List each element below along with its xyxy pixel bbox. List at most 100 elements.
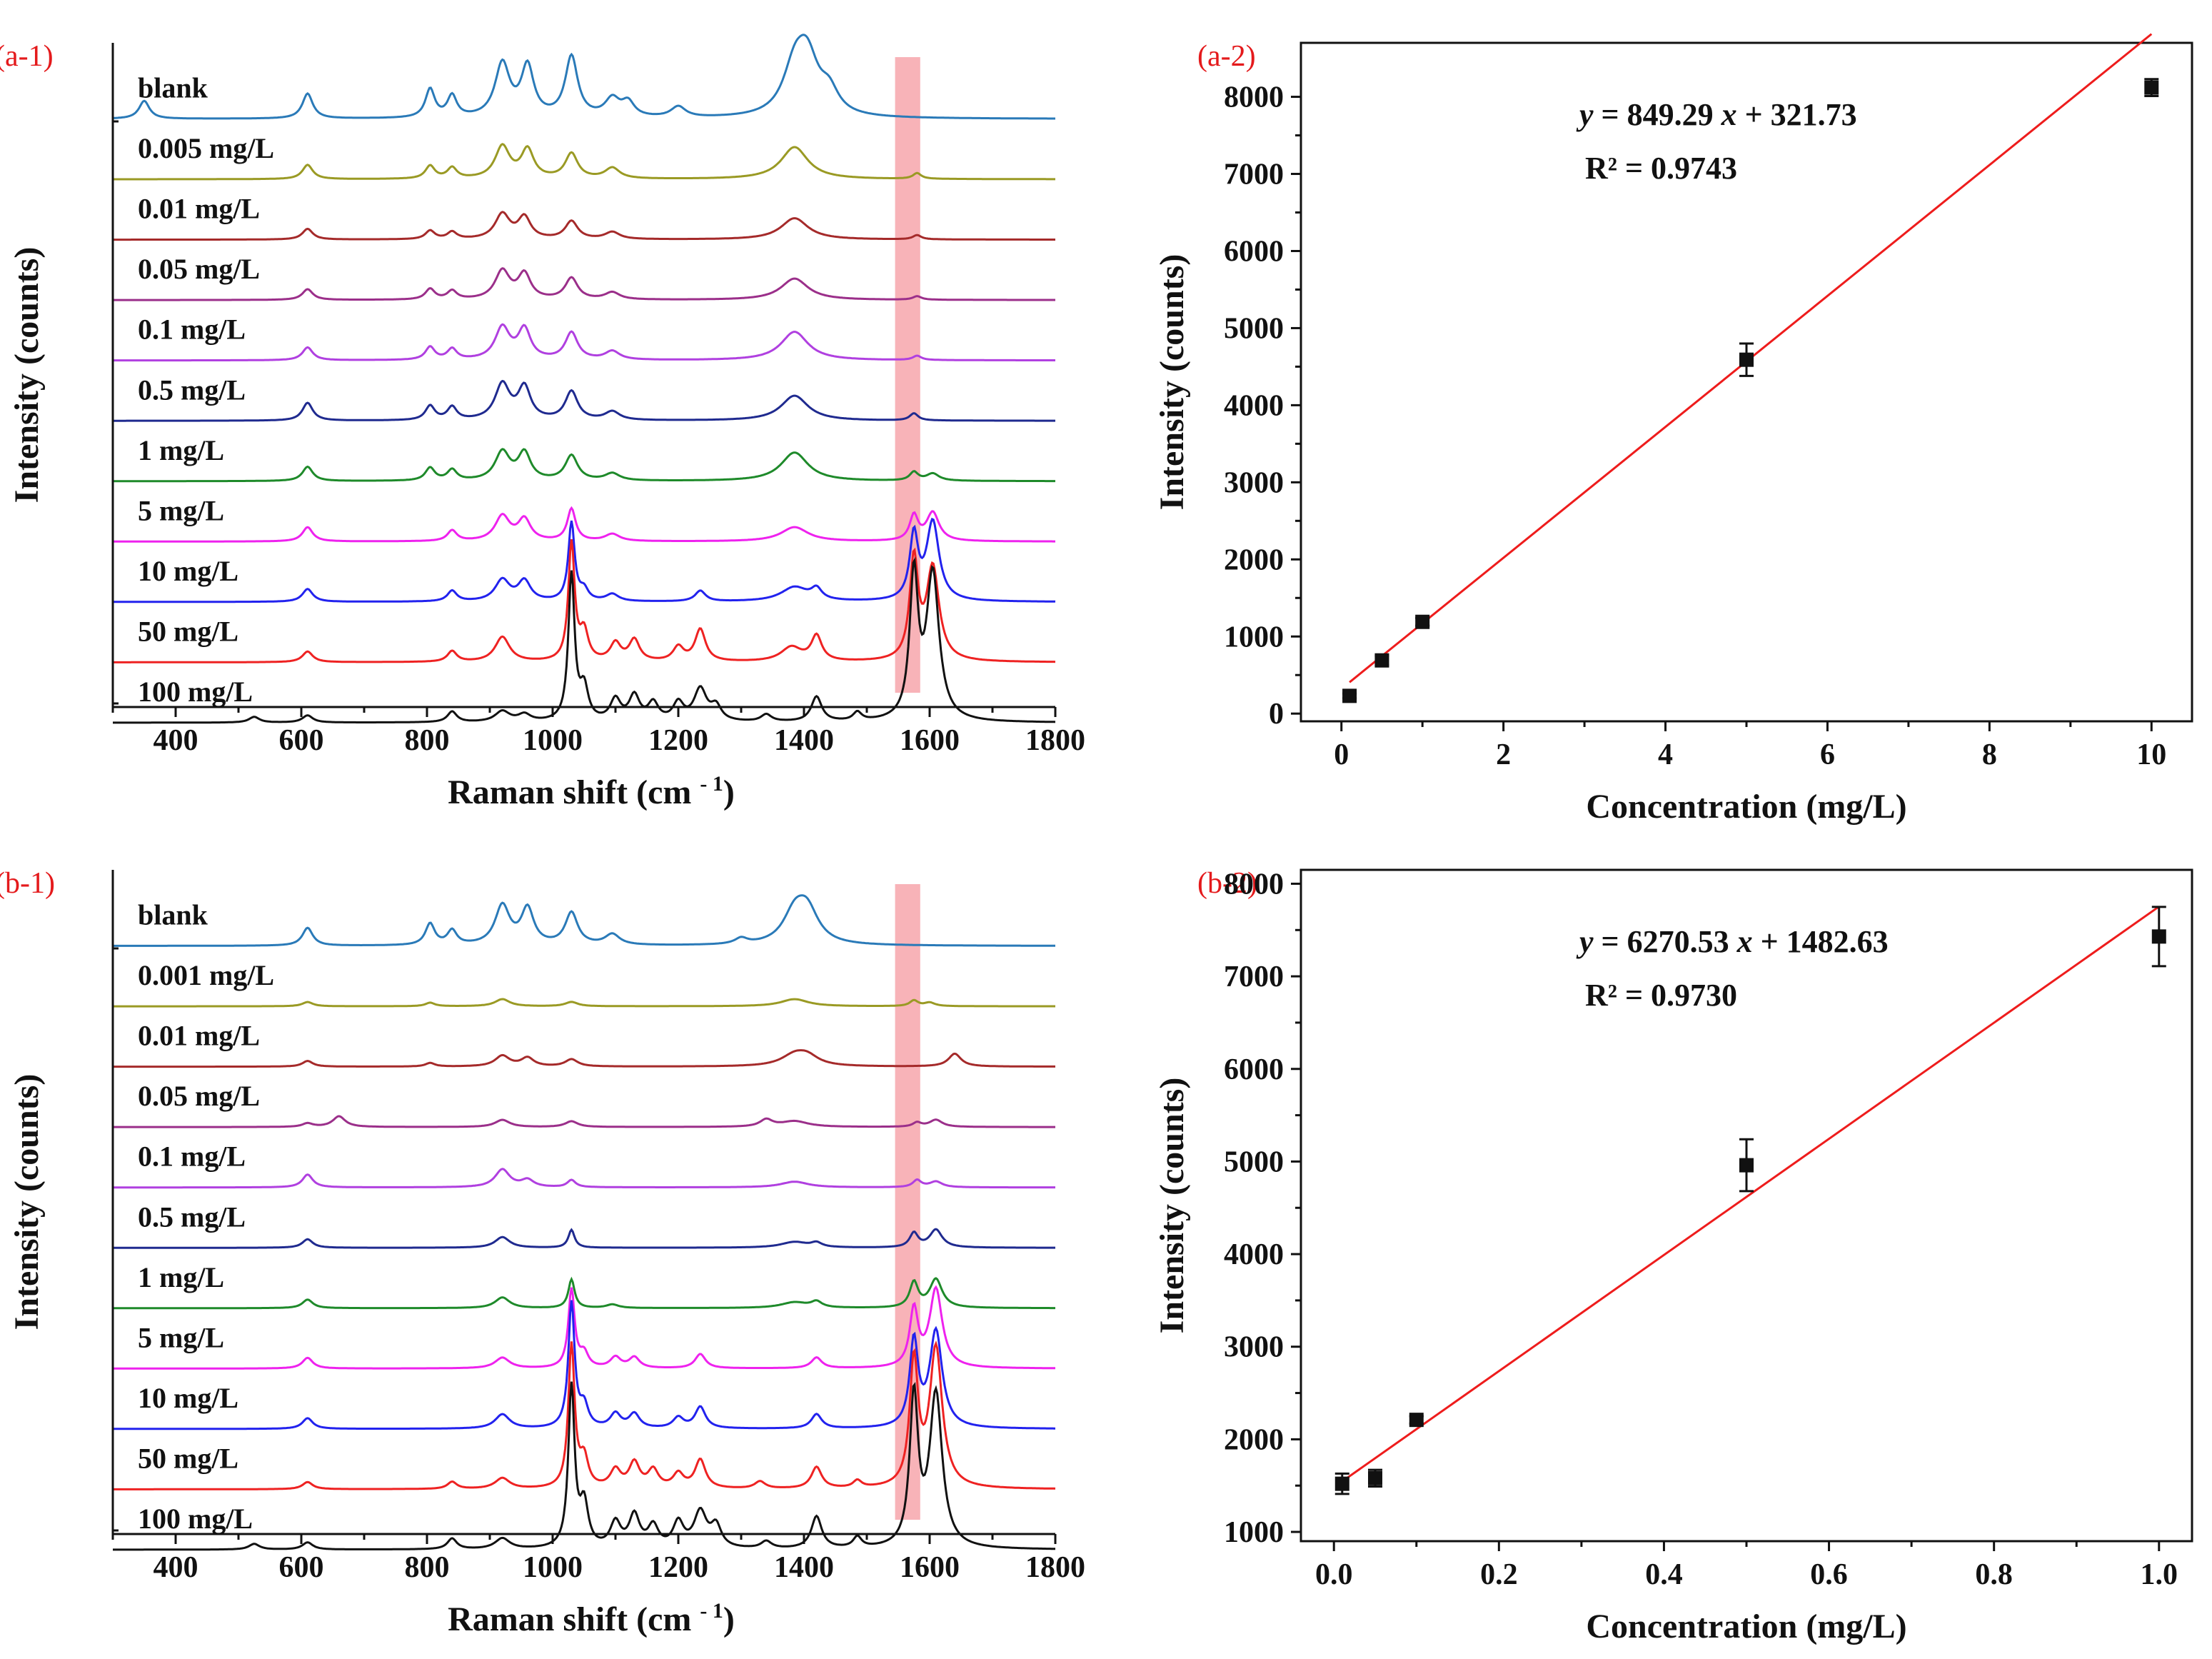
- x-tick-label: 1000: [523, 1551, 583, 1584]
- x-tick-label: 8: [1982, 738, 1997, 771]
- x-tick-label: 1400: [774, 1551, 834, 1584]
- x-axis-title: Raman shift (cm - 1): [448, 772, 735, 811]
- x-axis-title-paren: ): [723, 1600, 735, 1638]
- trace-label-3: 0.05 mg/L: [138, 1080, 260, 1112]
- x-tick-label: 10: [2136, 738, 2166, 771]
- y-tick-label: 1000: [1224, 621, 1284, 653]
- x-axis-title-main: Raman shift (cm: [448, 1600, 700, 1638]
- x-tick-label: 1200: [648, 724, 708, 757]
- trace-label-9: 50 mg/L: [138, 1442, 238, 1474]
- trace-label-8: 10 mg/L: [138, 555, 238, 587]
- data-point: [1374, 653, 1389, 668]
- equation-intercept: + 1482.63: [1753, 924, 1889, 959]
- y-tick-label: 8000: [1224, 81, 1284, 114]
- data-point: [1334, 1476, 1349, 1491]
- plot-frame: [1299, 41, 2193, 723]
- y-tick-label: 8000: [1224, 868, 1284, 901]
- y-axis-title: Intensity (counts): [1153, 1078, 1191, 1334]
- spectrum-trace-2: [113, 211, 1055, 241]
- data-point: [2151, 929, 2166, 944]
- spectrum-trace-6: [113, 448, 1055, 483]
- y-tick-label: 7000: [1224, 961, 1284, 993]
- spectrum-trace-3: [113, 1115, 1055, 1128]
- fit-r-squared: R² = 0.9730: [1585, 978, 1737, 1013]
- spectrum-trace-5: [113, 379, 1055, 422]
- panel-label: (b-2): [1197, 867, 1257, 900]
- x-tick-label: 800: [405, 1551, 450, 1584]
- y-tick-label: 4000: [1224, 1238, 1284, 1271]
- y-tick-label: 1000: [1224, 1516, 1284, 1549]
- x-tick-label: 600: [279, 1551, 324, 1584]
- panel-a2-calibration: (a-2) 0 1000 2000 3000 4000 5000 6000 7000 8000 0 2…: [1153, 33, 2193, 826]
- trace-label-6: 1 mg/L: [138, 1261, 224, 1293]
- trace-label-10: 100 mg/L: [138, 1503, 253, 1535]
- trace-label-7: 5 mg/L: [138, 494, 224, 526]
- x-tick-label: 1200: [648, 1551, 708, 1584]
- x-tick-label: 800: [405, 724, 450, 757]
- spectrum-trace-10: [113, 1381, 1055, 1551]
- trace-label-0: blank: [138, 72, 208, 104]
- x-tick-label: 1800: [1025, 724, 1085, 757]
- spectrum-trace-1: [113, 143, 1055, 181]
- plot-frame: [1299, 868, 2193, 1543]
- y-axis-title: Intensity (counts): [8, 247, 46, 503]
- x-tick-label: 400: [154, 1551, 198, 1584]
- data-point: [1368, 1470, 1382, 1485]
- x-axis-title-main: Raman shift (cm: [448, 773, 700, 811]
- equation-y: y: [1576, 924, 1594, 959]
- fit-equation: y = 6270.53 x + 1482.63: [1576, 924, 1889, 959]
- trace-label-6: 1 mg/L: [138, 434, 224, 466]
- trace-label-1: 0.001 mg/L: [138, 959, 274, 991]
- x-tick-label: 600: [279, 724, 324, 757]
- trace-label-10: 100 mg/L: [138, 676, 253, 708]
- x-tick-label: 1400: [774, 724, 834, 757]
- x-axis-title-paren: ): [723, 773, 735, 811]
- trace-label-1: 0.005 mg/L: [138, 132, 274, 164]
- x-tick-label: 1600: [900, 724, 960, 757]
- trace-label-8: 10 mg/L: [138, 1382, 238, 1414]
- panel-b1-spectra: (b-1) blank 0.001 mg/L 0.01 mg/L 0.05 mg/L 0.…: [0, 867, 1085, 1638]
- x-tick-label: 0.2: [1480, 1558, 1518, 1591]
- y-tick-label: 4000: [1224, 389, 1284, 422]
- spectrum-trace-4: [113, 1168, 1055, 1189]
- data-point: [2144, 80, 2159, 95]
- x-tick-label: 1.0: [2141, 1558, 2178, 1591]
- panel-label: (a-1): [0, 40, 54, 73]
- x-tick-label: 1800: [1025, 1551, 1085, 1584]
- x-tick-label: 0.8: [1975, 1558, 2013, 1591]
- y-tick-label: 3000: [1224, 466, 1284, 499]
- x-tick-label: 400: [154, 724, 198, 757]
- y-tick-label: 0: [1269, 698, 1284, 731]
- spectrum-trace-1: [113, 998, 1055, 1008]
- spectrum-trace-8: [113, 517, 1056, 603]
- x-axis-title: Concentration (mg/L): [1586, 788, 1906, 826]
- equation-intercept: + 321.73: [1737, 97, 1857, 132]
- spectrum-trace-7: [113, 506, 1055, 543]
- y-tick-label: 6000: [1224, 1053, 1284, 1086]
- spectrum-trace-0: [113, 894, 1055, 947]
- data-point: [1415, 614, 1430, 629]
- x-tick-label: 0.4: [1645, 1558, 1683, 1591]
- trace-label-3: 0.05 mg/L: [138, 253, 260, 285]
- spectrum-trace-9: [113, 1340, 1056, 1490]
- x-tick-label: 1600: [900, 1551, 960, 1584]
- y-tick-label: 5000: [1224, 312, 1284, 345]
- fit-line: [1341, 906, 2160, 1483]
- spectrum-trace-3: [113, 267, 1055, 301]
- spectrum-trace-0: [112, 34, 1055, 120]
- trace-label-9: 50 mg/L: [138, 615, 238, 647]
- fit-r-squared: R² = 0.9743: [1585, 151, 1737, 186]
- trace-label-7: 5 mg/L: [138, 1321, 224, 1353]
- x-tick-label: 0.6: [1810, 1558, 1848, 1591]
- spectrum-trace-5: [113, 1228, 1055, 1249]
- x-axis-title: Raman shift (cm - 1): [448, 1599, 735, 1638]
- equation-x: x: [1736, 924, 1753, 959]
- trace-label-4: 0.1 mg/L: [138, 314, 246, 346]
- equation-x: x: [1721, 97, 1737, 132]
- x-tick-label: 6: [1820, 738, 1835, 771]
- fit-equation: y = 849.29 x + 321.73: [1576, 97, 1857, 132]
- spectrum-trace-4: [113, 323, 1055, 362]
- trace-label-4: 0.1 mg/L: [138, 1141, 246, 1173]
- data-point: [1409, 1413, 1424, 1428]
- spectrum-trace-10: [113, 556, 1056, 724]
